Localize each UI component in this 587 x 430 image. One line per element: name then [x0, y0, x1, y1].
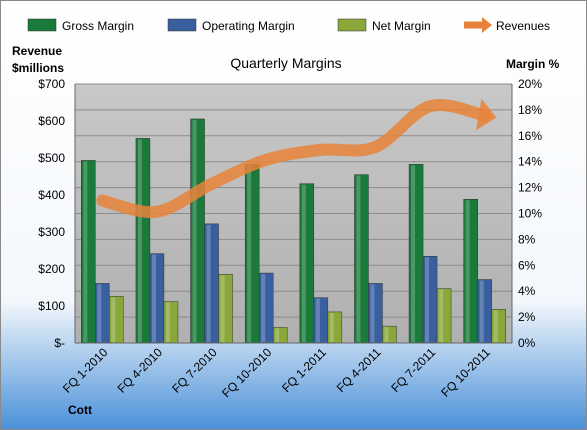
- bar-highlight: [97, 284, 102, 342]
- bar: [190, 118, 205, 344]
- legend-item: Operating Margin: [167, 18, 295, 33]
- bar: [258, 272, 274, 344]
- bar-highlight: [465, 200, 470, 342]
- bar: [81, 160, 96, 344]
- revenue-line: [96, 99, 491, 219]
- right-tick-label: 16%: [518, 129, 542, 143]
- legend-arrow: [482, 17, 492, 33]
- right-tick-label: 14%: [518, 155, 542, 169]
- bar: [299, 183, 315, 344]
- bar: [327, 311, 343, 344]
- company-label: Cott: [68, 403, 92, 417]
- right-tick-label: 18%: [518, 103, 542, 117]
- bar-highlight: [315, 298, 320, 342]
- right-tick-label: 0%: [518, 336, 536, 350]
- bar-highlight: [384, 327, 389, 342]
- bar: [244, 164, 260, 344]
- bar: [477, 279, 492, 344]
- right-tick-label: 20%: [518, 77, 542, 91]
- bar-highlight: [301, 184, 306, 342]
- left-tick-label: $600: [38, 114, 65, 128]
- left-axis-label-line1: Revenue: [12, 44, 62, 58]
- bar: [135, 138, 151, 344]
- right-tick-label: 4%: [518, 284, 536, 298]
- legend-label: Operating Margin: [202, 19, 295, 33]
- right-tick-label: 2%: [518, 310, 536, 324]
- bar-highlight: [151, 254, 156, 342]
- left-tick-label: $-: [54, 336, 65, 350]
- bar: [313, 297, 329, 344]
- bar-highlight: [83, 161, 88, 342]
- chart-title: Quarterly Margins: [230, 55, 341, 71]
- bar-highlight: [356, 175, 361, 342]
- bar: [368, 283, 383, 344]
- bar: [163, 301, 179, 344]
- bar-highlight: [329, 312, 334, 342]
- legend-swatch: [337, 18, 367, 32]
- legend-item: Net Margin: [337, 18, 431, 33]
- bar: [95, 283, 110, 344]
- bars: [81, 118, 506, 344]
- bar: [109, 296, 124, 344]
- bar-highlight: [425, 257, 430, 342]
- bar: [408, 164, 424, 344]
- bar-highlight: [439, 289, 444, 342]
- left-tick-label: $700: [38, 77, 65, 91]
- bar-highlight: [247, 165, 252, 342]
- left-tick-label: $300: [38, 225, 65, 239]
- bar-highlight: [411, 165, 416, 342]
- bar: [436, 288, 452, 344]
- legend: Gross Margin Operating Margin Net Margin Re…: [27, 17, 550, 33]
- bar: [354, 174, 369, 344]
- revenue-arrowhead: [476, 98, 497, 131]
- bar-highlight: [493, 310, 498, 342]
- left-tick-label: $500: [38, 151, 65, 165]
- left-tick-label: $200: [38, 262, 65, 276]
- bar-highlight: [261, 274, 266, 342]
- legend-label: Revenues: [496, 19, 550, 33]
- bar-highlight: [165, 302, 170, 342]
- right-axis-label: Margin %: [506, 57, 560, 71]
- bar-highlight: [370, 284, 375, 342]
- bar-highlight: [220, 275, 225, 342]
- bar-highlight: [206, 224, 211, 342]
- bar: [463, 199, 478, 344]
- bar: [382, 325, 397, 344]
- right-tick-label: 6%: [518, 258, 536, 272]
- bar: [149, 253, 165, 344]
- left-tick-label: $400: [38, 188, 65, 202]
- bar-highlight: [111, 297, 116, 342]
- bar-highlight: [479, 280, 484, 342]
- bar-highlight: [137, 139, 142, 342]
- bar: [218, 274, 233, 344]
- left-axis-label-line2: $millions: [12, 61, 64, 75]
- revenue-line-layer: [96, 98, 497, 219]
- bar-highlight: [192, 119, 197, 342]
- legend-item: Revenues: [464, 17, 550, 33]
- bar: [272, 327, 288, 344]
- right-tick-label: 8%: [518, 232, 536, 246]
- legend-label: Gross Margin: [62, 19, 134, 33]
- legend-item: Gross Margin: [27, 18, 134, 33]
- right-tick-label: 10%: [518, 207, 542, 221]
- legend-swatch: [27, 18, 57, 32]
- bar: [491, 309, 506, 344]
- bar: [204, 223, 219, 344]
- legend-swatch: [167, 18, 197, 32]
- right-tick-label: 12%: [518, 181, 542, 195]
- bar: [422, 255, 438, 344]
- left-tick-label: $100: [38, 299, 65, 313]
- bar-highlight: [275, 328, 280, 342]
- legend-label: Net Margin: [372, 19, 431, 33]
